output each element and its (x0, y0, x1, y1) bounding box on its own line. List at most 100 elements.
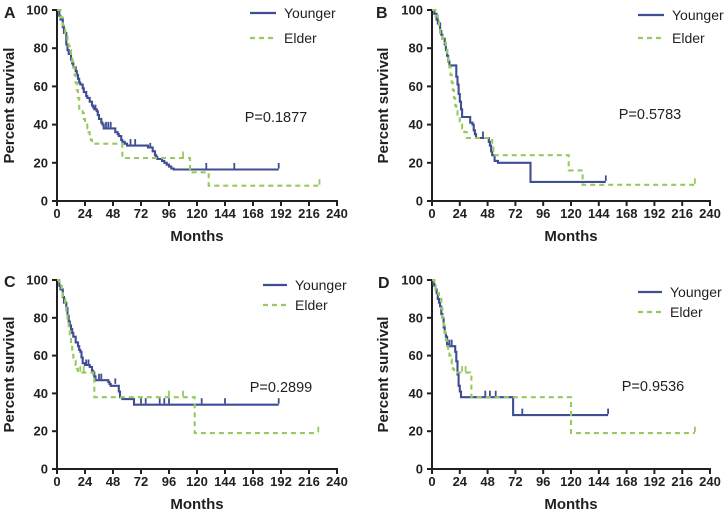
p-value-label: P=0.2899 (250, 380, 313, 396)
survival-curve-younger (432, 278, 609, 417)
y-tick-label: 40 (409, 117, 423, 132)
legend-label-younger: Younger (284, 5, 336, 21)
y-tick-label: 100 (26, 3, 48, 18)
x-tick-label: 0 (53, 474, 60, 489)
x-tick-label: 192 (644, 206, 666, 221)
x-tick-label: 144 (588, 474, 610, 489)
x-tick-label: 48 (106, 474, 120, 489)
x-tick-label: 216 (298, 474, 320, 489)
p-value-label: P=0.9536 (622, 379, 685, 395)
survival-curve-younger (432, 8, 606, 183)
legend-label-elder: Elder (672, 30, 705, 46)
y-tick-label: 80 (34, 310, 48, 325)
x-tick-label: 240 (699, 474, 721, 489)
x-tick-label: 72 (508, 474, 522, 489)
y-tick-label: 0 (41, 462, 48, 477)
survival-curve-elder (57, 8, 320, 187)
x-tick-label: 168 (616, 206, 638, 221)
survival-curve-younger (57, 278, 279, 406)
panel-letter: C (4, 274, 16, 291)
y-axis-title: Percent survival (1, 317, 18, 433)
y-tick-label: 100 (401, 3, 423, 18)
axes (431, 9, 711, 202)
y-tick-label: 20 (34, 155, 48, 170)
x-tick-label: 120 (560, 474, 582, 489)
y-tick-label: 0 (416, 194, 423, 209)
y-axis-title: Percent survival (1, 48, 18, 164)
y-axis-title: Percent survival (375, 317, 392, 433)
x-tick-label: 120 (186, 206, 208, 221)
x-tick-label: 48 (480, 206, 494, 221)
p-value-label: P=0.5783 (619, 107, 682, 123)
legend-label-elder: Elder (670, 304, 703, 320)
x-tick-label: 144 (214, 206, 236, 221)
x-tick-label: 96 (536, 206, 550, 221)
x-tick-label: 72 (134, 206, 148, 221)
x-tick-label: 96 (162, 206, 176, 221)
x-tick-label: 48 (480, 474, 494, 489)
x-tick-label: 240 (699, 206, 721, 221)
legend-label-younger: Younger (672, 7, 724, 23)
panel-C: 0 20 40 60 80 100 0 24 48 72 96 120 144 168 192 216 240 M… (0, 259, 362, 518)
x-tick-label: 192 (644, 474, 666, 489)
y-axis-title: Percent survival (375, 48, 392, 164)
x-tick-label: 48 (106, 206, 120, 221)
y-tick-label: 0 (416, 462, 423, 477)
panel-letter: D (378, 275, 390, 292)
panel-D: 0 20 40 60 80 100 0 24 48 72 96 120 144 168 192 216 240 M… (362, 259, 724, 518)
panel-letter: A (4, 5, 16, 22)
x-tick-label: 168 (242, 474, 264, 489)
x-tick-label: 0 (428, 474, 435, 489)
y-tick-label: 20 (34, 424, 48, 439)
panel-B: 0 20 40 60 80 100 0 24 48 72 96 120 144 168 192 216 240 M… (362, 0, 724, 259)
x-tick-label: 72 (508, 206, 522, 221)
x-tick-label: 24 (453, 474, 468, 489)
survival-curve-elder (432, 8, 695, 186)
x-tick-label: 144 (588, 206, 610, 221)
y-tick-label: 60 (34, 79, 48, 94)
y-tick-label: 60 (34, 348, 48, 363)
x-tick-label: 0 (428, 206, 435, 221)
y-tick-label: 0 (41, 194, 48, 209)
x-tick-label: 240 (326, 206, 348, 221)
y-tick-label: 80 (409, 41, 423, 56)
y-tick-label: 40 (409, 386, 423, 401)
x-axis-title: Months (170, 496, 223, 513)
x-tick-label: 144 (214, 474, 236, 489)
x-tick-label: 168 (616, 474, 638, 489)
x-tick-label: 120 (186, 474, 208, 489)
x-tick-label: 0 (53, 206, 60, 221)
km-chart-D: 0 20 40 60 80 100 0 24 48 72 96 120 144 168 192 216 240 M… (375, 273, 722, 514)
legend-label-elder: Elder (295, 297, 328, 313)
y-tick-label: 60 (409, 348, 423, 363)
x-tick-label: 192 (270, 474, 292, 489)
x-tick-label: 168 (242, 206, 264, 221)
x-tick-label: 216 (298, 206, 320, 221)
legend-label-younger: Younger (295, 277, 347, 293)
y-tick-label: 100 (401, 273, 423, 288)
panel-letter: B (376, 5, 388, 22)
x-tick-label: 216 (671, 474, 693, 489)
x-tick-label: 120 (560, 206, 582, 221)
legend-label-elder: Elder (284, 30, 317, 46)
x-tick-label: 72 (134, 474, 148, 489)
km-chart-C: 0 20 40 60 80 100 0 24 48 72 96 120 144 168 192 216 240 M… (1, 273, 348, 514)
y-tick-label: 80 (34, 41, 48, 56)
y-tick-label: 40 (34, 117, 48, 132)
legend-label-younger: Younger (670, 284, 722, 300)
y-tick-label: 40 (34, 386, 48, 401)
y-tick-label: 80 (409, 310, 423, 325)
km-chart-A: 0 20 40 60 80 100 0 24 48 72 96 120 144 168 192 216 240 M… (1, 3, 348, 246)
axes (431, 279, 711, 470)
survival-curve-elder (432, 278, 695, 435)
y-tick-label: 20 (409, 155, 423, 170)
x-axis-title: Months (544, 228, 597, 245)
y-tick-label: 100 (26, 273, 48, 288)
x-tick-label: 240 (326, 474, 348, 489)
survival-curve-younger (57, 8, 279, 171)
x-tick-label: 24 (78, 206, 93, 221)
survival-curve-elder (57, 278, 319, 435)
y-tick-label: 60 (409, 79, 423, 94)
x-axis-title: Months (170, 228, 223, 245)
